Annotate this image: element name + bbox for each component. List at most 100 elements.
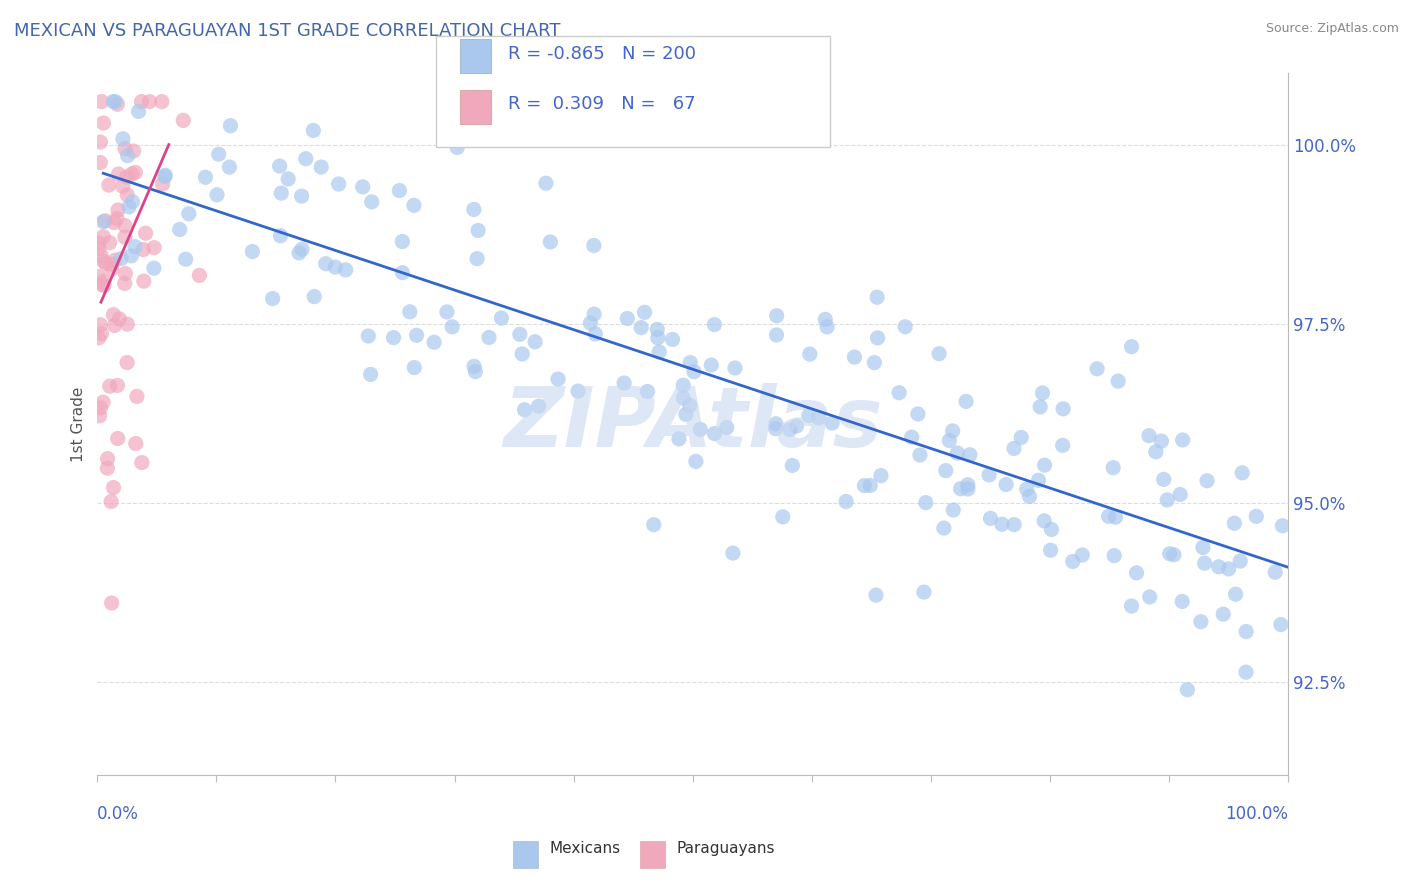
Point bbox=[404, 360, 426, 375]
Point bbox=[979, 511, 1001, 525]
Point bbox=[87, 235, 110, 250]
Point bbox=[288, 245, 311, 260]
Point bbox=[765, 327, 787, 342]
Point bbox=[1085, 361, 1108, 376]
Point bbox=[1168, 487, 1191, 501]
Point bbox=[870, 468, 893, 483]
Point bbox=[132, 274, 155, 288]
Point bbox=[262, 292, 284, 306]
Point bbox=[1010, 430, 1032, 444]
Point bbox=[1104, 510, 1126, 524]
Point bbox=[436, 305, 458, 319]
Point bbox=[117, 188, 139, 202]
Point bbox=[98, 379, 121, 393]
Point bbox=[94, 214, 117, 228]
Point bbox=[1029, 400, 1052, 414]
Point bbox=[100, 494, 122, 508]
Point bbox=[219, 119, 242, 133]
Point bbox=[1156, 492, 1178, 507]
Point bbox=[1102, 549, 1125, 563]
Point bbox=[956, 477, 979, 491]
Point bbox=[1097, 509, 1119, 524]
Point bbox=[683, 365, 706, 379]
Point bbox=[467, 223, 489, 237]
Text: Mexicans: Mexicans bbox=[550, 841, 621, 856]
Point bbox=[315, 257, 337, 271]
Point bbox=[672, 378, 695, 392]
Point bbox=[107, 432, 129, 446]
Point bbox=[302, 123, 325, 137]
Point bbox=[131, 456, 153, 470]
Point bbox=[291, 189, 314, 203]
Point bbox=[1002, 517, 1025, 532]
Point bbox=[538, 235, 561, 249]
Point bbox=[1234, 624, 1257, 639]
Point bbox=[814, 312, 837, 326]
Point bbox=[1139, 590, 1161, 604]
Point bbox=[807, 411, 830, 425]
Point bbox=[1039, 543, 1062, 558]
Point bbox=[103, 216, 125, 230]
Point bbox=[208, 147, 231, 161]
Point bbox=[956, 482, 979, 496]
Point bbox=[668, 432, 690, 446]
Text: Paraguayans: Paraguayans bbox=[676, 841, 775, 856]
Point bbox=[352, 179, 374, 194]
Point bbox=[579, 316, 602, 330]
Point bbox=[172, 113, 194, 128]
Point bbox=[360, 368, 382, 382]
Point bbox=[907, 407, 929, 421]
Point bbox=[115, 355, 138, 369]
Point bbox=[155, 168, 177, 182]
Point bbox=[1102, 460, 1125, 475]
Point bbox=[107, 202, 129, 217]
Point bbox=[1234, 665, 1257, 680]
Point bbox=[1194, 556, 1216, 570]
Point bbox=[995, 477, 1018, 491]
Point bbox=[866, 331, 889, 345]
Point bbox=[703, 318, 725, 332]
Point bbox=[110, 252, 132, 266]
Point bbox=[114, 219, 136, 233]
Point bbox=[107, 167, 129, 181]
Point bbox=[661, 333, 683, 347]
Point bbox=[91, 395, 114, 409]
Point bbox=[360, 194, 382, 209]
Point bbox=[441, 319, 464, 334]
Point bbox=[942, 503, 965, 517]
Point bbox=[1137, 428, 1160, 442]
Point bbox=[1052, 401, 1074, 416]
Point bbox=[938, 434, 960, 448]
Point bbox=[685, 454, 707, 468]
Point bbox=[797, 409, 820, 423]
Point bbox=[1159, 547, 1181, 561]
Point bbox=[90, 249, 112, 263]
Point bbox=[815, 319, 838, 334]
Point bbox=[115, 169, 138, 184]
Point bbox=[786, 419, 808, 434]
Point bbox=[101, 257, 124, 271]
Point bbox=[423, 335, 446, 350]
Point bbox=[1153, 472, 1175, 486]
Point bbox=[93, 254, 115, 268]
Point bbox=[402, 198, 425, 212]
Point bbox=[135, 226, 157, 240]
Point bbox=[89, 135, 111, 149]
Point bbox=[93, 274, 115, 288]
Point bbox=[1062, 554, 1084, 568]
Point bbox=[716, 420, 738, 434]
Point bbox=[946, 446, 969, 460]
Point bbox=[582, 238, 605, 252]
Point bbox=[863, 356, 886, 370]
Point bbox=[765, 422, 787, 436]
Point bbox=[887, 385, 910, 400]
Point bbox=[357, 329, 380, 343]
Point bbox=[96, 461, 118, 475]
Point bbox=[1144, 445, 1167, 459]
Point bbox=[779, 423, 801, 437]
Point bbox=[194, 170, 217, 185]
Point bbox=[1189, 615, 1212, 629]
Point bbox=[405, 328, 427, 343]
Point bbox=[177, 207, 200, 221]
Point bbox=[114, 267, 136, 281]
